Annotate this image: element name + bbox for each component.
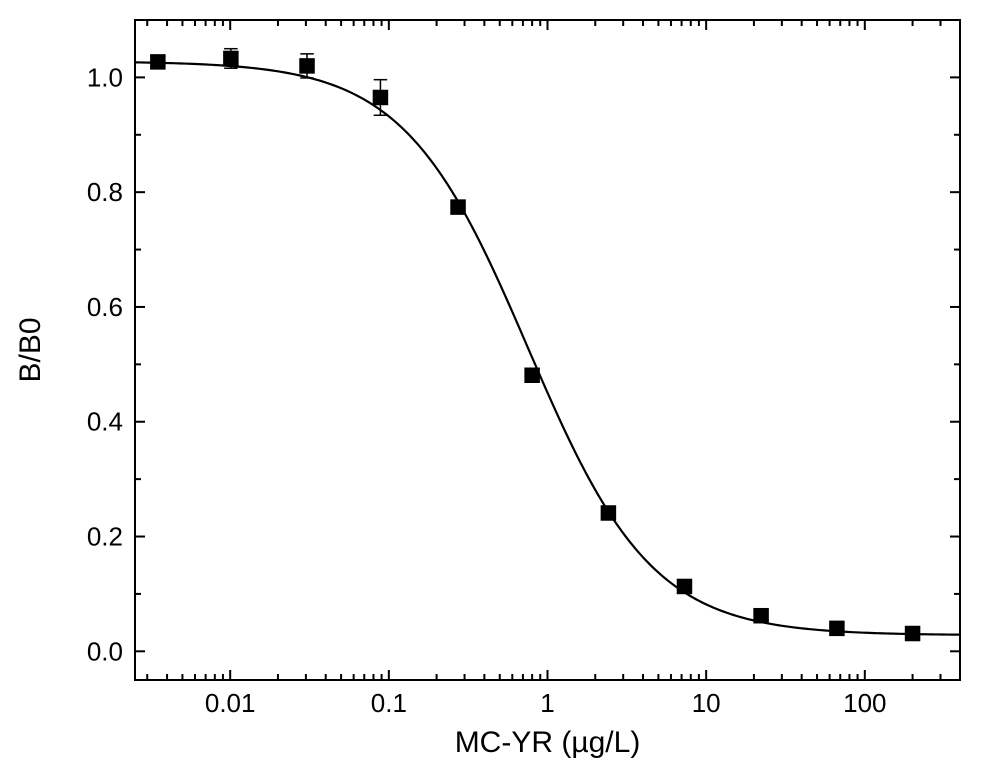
chart-background: [0, 0, 1000, 766]
data-marker: [299, 58, 315, 73]
data-marker: [223, 51, 239, 67]
y-tick-label: 0.6: [87, 292, 123, 322]
x-tick-label: 1: [540, 688, 554, 718]
y-tick-label: 0.0: [87, 636, 123, 666]
x-axis-label: MC-YR (µg/L): [455, 726, 641, 759]
data-marker: [677, 579, 693, 595]
y-tick-label: 0.4: [87, 407, 123, 437]
data-marker: [450, 199, 466, 215]
data-marker: [829, 621, 845, 637]
data-marker: [905, 626, 921, 642]
data-marker: [753, 608, 769, 624]
dose-response-chart: 0.01 0.1 1 10 100 0.0 0.2 0.4 0.6 0.8 1.0 MC-YR (µg…: [0, 0, 1000, 766]
data-marker: [524, 368, 540, 384]
y-tick-label: 0.2: [87, 522, 123, 552]
x-tick-label: 0.01: [205, 688, 256, 718]
x-tick-label: 100: [843, 688, 886, 718]
x-tick-label: 0.1: [371, 688, 407, 718]
y-tick-label: 1.0: [87, 62, 123, 92]
data-marker: [601, 505, 617, 521]
data-marker: [150, 54, 166, 70]
x-tick-label: 10: [692, 688, 721, 718]
data-marker: [373, 90, 389, 106]
y-axis-label: B/B0: [14, 317, 47, 382]
y-tick-label: 0.8: [87, 177, 123, 207]
